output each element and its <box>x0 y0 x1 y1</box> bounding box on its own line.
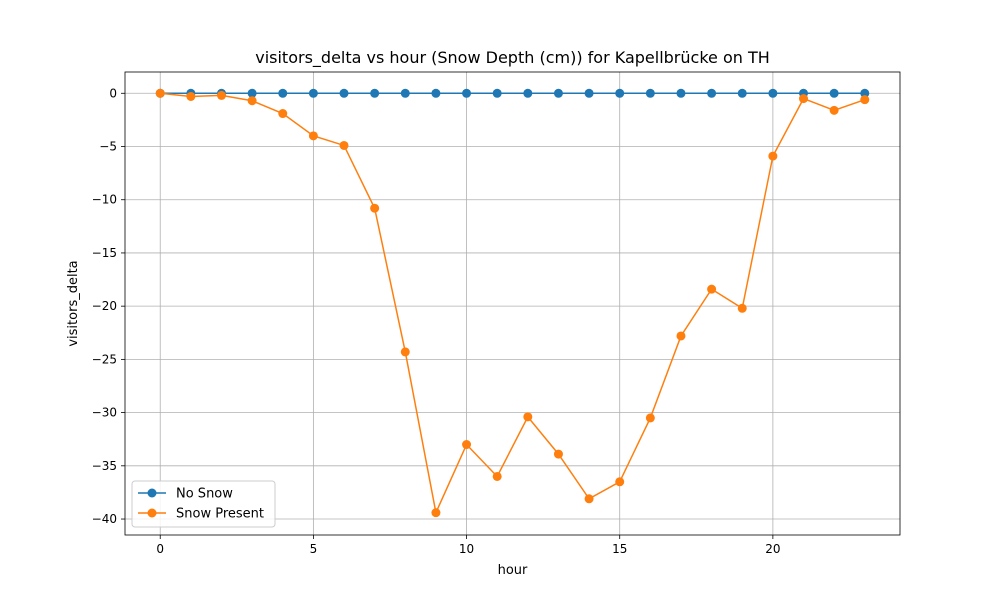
x-tick-label: 10 <box>459 542 474 556</box>
y-tick-label: −35 <box>92 459 117 473</box>
legend-label: Snow Present <box>176 507 264 522</box>
data-point-snow-present <box>339 140 349 150</box>
data-point-snow-present <box>186 91 196 101</box>
data-point-snow-present <box>308 131 318 141</box>
data-point-snow-present <box>676 331 686 341</box>
data-point-no-snow <box>676 88 686 98</box>
x-axis-label: hour <box>498 563 528 578</box>
data-point-snow-present <box>400 347 410 357</box>
data-point-no-snow <box>737 88 747 98</box>
data-point-no-snow <box>523 88 533 98</box>
data-point-no-snow <box>645 88 655 98</box>
y-tick-label: −30 <box>92 406 117 420</box>
data-point-no-snow <box>707 88 717 98</box>
x-axis-ticks: 0 5 10 15 20 <box>156 535 781 556</box>
data-point-snow-present <box>799 94 809 104</box>
data-point-snow-present <box>768 151 778 161</box>
data-point-no-snow <box>370 88 380 98</box>
grid <box>125 72 900 535</box>
data-point-no-snow <box>400 88 410 98</box>
data-point-snow-present <box>615 477 625 487</box>
data-point-no-snow <box>768 88 778 98</box>
x-tick-label: 20 <box>765 542 780 556</box>
data-point-no-snow <box>278 88 288 98</box>
x-tick-label: 15 <box>612 542 627 556</box>
legend-box <box>131 480 276 528</box>
data-point-no-snow <box>247 88 257 98</box>
legend-swatch-marker <box>147 488 157 498</box>
y-tick-label: −5 <box>99 140 117 154</box>
y-tick-label: −25 <box>92 352 117 366</box>
x-tick-label: 0 <box>156 542 164 556</box>
data-point-no-snow <box>584 88 594 98</box>
series-snow-present <box>155 88 870 518</box>
data-point-snow-present <box>370 203 380 213</box>
data-point-snow-present <box>155 88 165 98</box>
data-point-snow-present <box>645 413 655 423</box>
data-point-snow-present <box>247 96 257 106</box>
legend-item-no-snow: No Snow <box>138 487 233 502</box>
plot-frame <box>124 71 901 536</box>
data-point-no-snow <box>492 88 502 98</box>
data-point-snow-present <box>584 494 594 504</box>
data-point-snow-present <box>278 109 288 119</box>
data-point-no-snow <box>339 88 349 98</box>
legend: No Snow Snow Present <box>131 480 276 528</box>
data-point-snow-present <box>431 508 441 518</box>
x-tick-label: 5 <box>310 542 318 556</box>
series-line-snow-present <box>160 92 866 516</box>
y-tick-label: −40 <box>92 512 117 526</box>
data-point-no-snow <box>553 88 563 98</box>
y-tick-label: −15 <box>92 246 117 260</box>
chart-title: visitors_delta vs hour (Snow Depth (cm))… <box>255 48 770 68</box>
data-point-snow-present <box>553 449 563 459</box>
legend-item-snow-present: Snow Present <box>138 507 264 522</box>
y-axis-label: visitors_delta <box>66 260 81 346</box>
legend-label: No Snow <box>176 487 233 502</box>
data-point-no-snow <box>615 88 625 98</box>
data-point-snow-present <box>737 303 747 313</box>
data-point-snow-present <box>707 284 717 294</box>
data-point-no-snow <box>308 88 318 98</box>
y-tick-label: 0 <box>109 86 117 100</box>
series-layer <box>155 88 870 518</box>
y-tick-label: −10 <box>92 193 117 207</box>
data-point-no-snow <box>829 88 839 98</box>
data-point-snow-present <box>523 412 533 422</box>
legend-swatch-marker <box>147 508 157 518</box>
data-point-snow-present <box>860 95 870 105</box>
data-point-no-snow <box>462 88 472 98</box>
y-tick-label: −20 <box>92 299 117 313</box>
data-point-no-snow <box>860 88 870 98</box>
data-point-snow-present <box>492 471 502 481</box>
data-point-snow-present <box>829 105 839 115</box>
y-axis-ticks: 0 −5 −10 −15 −20 −25 −30 −35 −40 <box>92 86 125 526</box>
data-point-snow-present <box>462 440 472 450</box>
data-point-snow-present <box>216 90 226 100</box>
data-point-no-snow <box>431 88 441 98</box>
